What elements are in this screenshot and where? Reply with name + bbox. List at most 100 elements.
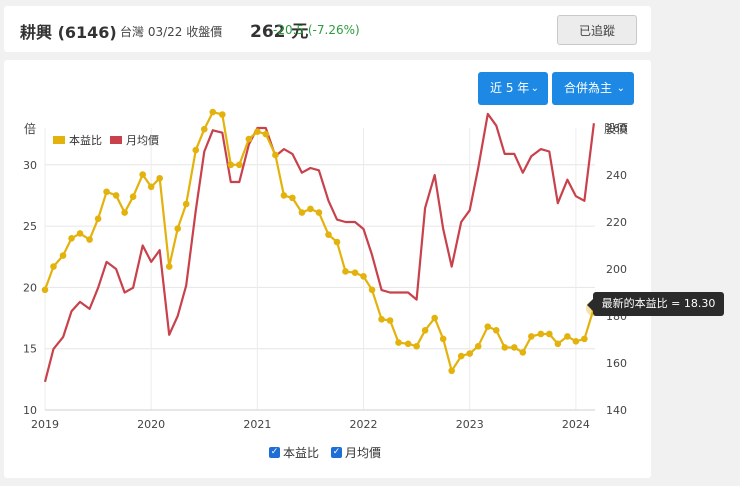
x-tick-label: 2022 bbox=[350, 418, 378, 431]
stock-header: 耕興 (6146) 台灣 03/22 收盤價 262 元 -20.5 (-7.2… bbox=[4, 6, 651, 52]
data-point-pe bbox=[139, 171, 146, 178]
data-point-pe bbox=[404, 340, 412, 348]
data-point-pe bbox=[289, 194, 296, 202]
right-tick-label: 260 bbox=[606, 122, 627, 135]
market-date-label: 台灣 03/22 收盤價 bbox=[120, 25, 223, 39]
data-point-pe bbox=[492, 327, 500, 334]
toggle-price-series[interactable]: ✓ 月均價 bbox=[331, 444, 381, 461]
data-point-pe bbox=[86, 236, 93, 243]
data-point-pe bbox=[421, 327, 429, 334]
legend-swatch-price bbox=[110, 136, 122, 144]
x-tick-label: 2019 bbox=[31, 418, 59, 431]
x-tick-label: 2020 bbox=[137, 418, 165, 431]
data-point-pe bbox=[298, 209, 306, 216]
data-point-pe bbox=[511, 344, 518, 351]
chart-card bbox=[4, 60, 651, 478]
data-point-pe bbox=[156, 174, 163, 182]
series-line-price bbox=[43, 112, 595, 383]
data-point-pe bbox=[280, 192, 288, 199]
data-point-pe bbox=[219, 111, 226, 118]
stock-name: 耕興 (6146) bbox=[20, 23, 117, 42]
series-line-pe bbox=[43, 110, 595, 372]
left-tick-label: 20 bbox=[23, 281, 37, 294]
data-point-pe bbox=[484, 323, 492, 330]
data-point-pe bbox=[121, 209, 128, 216]
data-point-pe bbox=[457, 352, 465, 360]
data-point-pe bbox=[209, 108, 217, 116]
data-point-pe bbox=[581, 335, 588, 343]
data-point-pe bbox=[254, 128, 261, 135]
data-point-pe bbox=[466, 350, 474, 357]
period-dropdown-label: 近 5 年 bbox=[490, 81, 530, 95]
data-point-pe bbox=[112, 192, 120, 199]
data-point-pe bbox=[174, 225, 182, 232]
data-point-pe bbox=[351, 269, 359, 276]
data-point-pe bbox=[395, 339, 402, 346]
data-point-pe bbox=[192, 146, 200, 154]
right-tick-label: 240 bbox=[606, 169, 627, 182]
left-tick-label: 10 bbox=[23, 404, 37, 417]
data-point-pe bbox=[439, 335, 447, 343]
x-tick-label: 2021 bbox=[243, 418, 271, 431]
data-point-pe bbox=[448, 367, 455, 375]
legend-label-pe: 本益比 bbox=[69, 133, 102, 147]
data-point-pe bbox=[103, 188, 110, 196]
x-tick-label: 2024 bbox=[562, 418, 590, 431]
right-tick-label: 160 bbox=[606, 357, 627, 370]
right-axis-title: 股價 bbox=[604, 122, 628, 136]
data-point-pe bbox=[68, 235, 75, 242]
chevron-down-icon: ⌄ bbox=[530, 83, 539, 94]
toggle-pe-series[interactable]: ✓ 本益比 bbox=[269, 444, 319, 461]
data-point-pe bbox=[165, 263, 173, 270]
data-point-pe bbox=[537, 330, 545, 338]
data-point-pe bbox=[360, 273, 367, 280]
data-point-pe bbox=[519, 349, 527, 356]
data-point-pe bbox=[572, 338, 580, 345]
period-dropdown[interactable]: 近 5 年 ⌄ bbox=[478, 72, 548, 105]
data-point-pe bbox=[227, 161, 235, 169]
right-tick-label: 200 bbox=[606, 263, 627, 276]
data-point-pe bbox=[413, 342, 420, 350]
basis-dropdown[interactable]: 合併為主 ⌄ bbox=[552, 72, 634, 105]
price-change: -20.5 (-7.26%) bbox=[273, 23, 360, 37]
data-point-pe bbox=[501, 344, 509, 351]
close-price: 262 元 bbox=[250, 22, 309, 42]
toggle-price-label: 月均價 bbox=[345, 446, 382, 460]
right-tick-label: 140 bbox=[606, 404, 627, 417]
data-point-pe bbox=[50, 263, 57, 270]
data-point-pe bbox=[59, 252, 67, 259]
data-point-pe bbox=[527, 333, 535, 340]
data-point-pe bbox=[236, 161, 243, 169]
data-point-pe bbox=[431, 314, 438, 322]
latest-pe-tooltip: 最新的本益比 = 18.30 bbox=[587, 292, 724, 316]
follow-button[interactable]: 已追蹤 bbox=[557, 15, 637, 45]
data-point-pe bbox=[129, 193, 137, 200]
data-point-pe bbox=[342, 268, 349, 275]
data-point-pe bbox=[245, 135, 253, 143]
data-point-pe bbox=[546, 330, 553, 338]
left-tick-label: 25 bbox=[23, 220, 37, 233]
data-point-pe bbox=[94, 215, 102, 223]
data-point-pe bbox=[386, 317, 394, 324]
data-point-pe bbox=[200, 125, 208, 133]
checkbox-checked-icon: ✓ bbox=[331, 447, 342, 458]
data-point-pe bbox=[554, 340, 562, 348]
right-tick-label: 220 bbox=[606, 216, 627, 229]
data-point-pe bbox=[325, 231, 332, 238]
data-point-pe bbox=[262, 130, 270, 138]
x-tick-label: 2023 bbox=[456, 418, 484, 431]
data-point-pe bbox=[147, 183, 155, 191]
checkbox-checked-icon: ✓ bbox=[269, 447, 280, 458]
legend-label-price: 月均價 bbox=[126, 133, 159, 147]
data-point-pe bbox=[368, 286, 376, 294]
left-tick-label: 15 bbox=[23, 343, 37, 356]
toggle-pe-label: 本益比 bbox=[283, 446, 320, 460]
data-point-pe bbox=[378, 315, 385, 323]
legend-swatch-pe bbox=[53, 136, 65, 144]
left-tick-label: 30 bbox=[23, 159, 37, 172]
data-point-pe bbox=[182, 200, 190, 208]
data-point-pe bbox=[315, 209, 323, 216]
data-point-pe bbox=[76, 230, 84, 237]
data-point-pe bbox=[564, 333, 571, 340]
